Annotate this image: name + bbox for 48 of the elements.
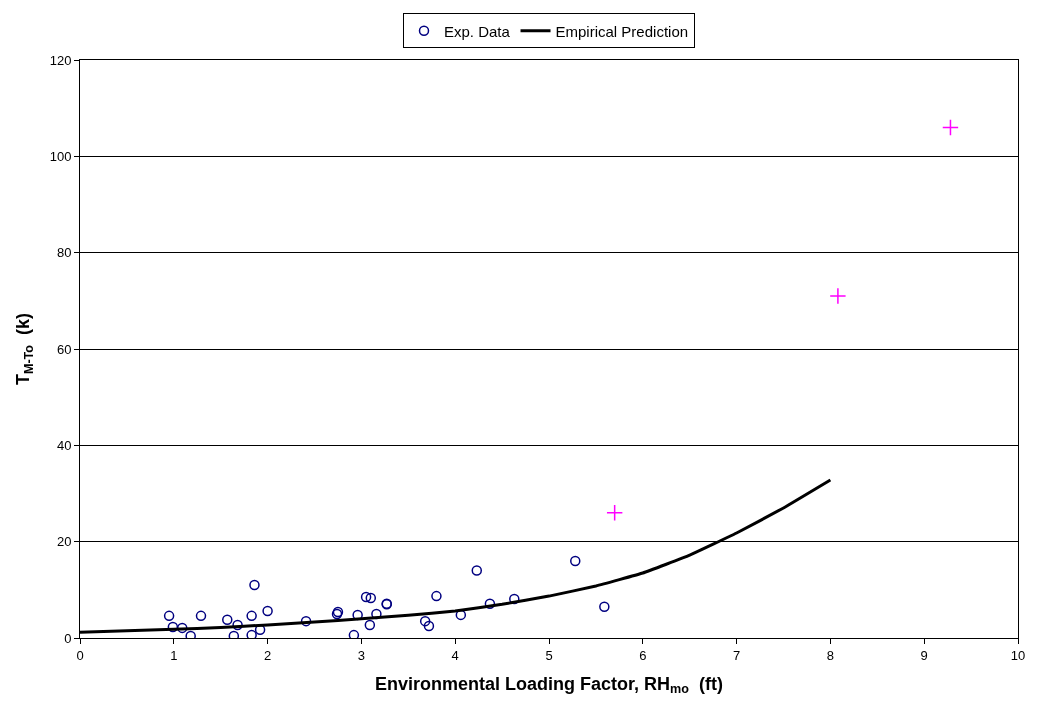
point: [262, 605, 273, 617]
y-tick-label: 0: [64, 630, 72, 646]
point: [606, 504, 624, 522]
x-axis-title: Environmental Loading Factor, RH$_{mo}$ (ft): [375, 673, 723, 697]
point: [570, 555, 581, 567]
x-tick-label: 2: [263, 647, 272, 663]
x-tick-label: 0: [76, 647, 84, 663]
y-tick-label: 40: [56, 437, 72, 453]
point: [471, 565, 483, 576]
point: [423, 620, 435, 632]
point: [348, 629, 360, 638]
y-tick-label: 20: [56, 534, 72, 550]
legend-label: Empirical Prediction: [555, 22, 689, 40]
point: [195, 610, 207, 622]
x-tick-label: 10: [1010, 647, 1026, 663]
x-tick-label: 6: [639, 647, 647, 663]
point: [364, 619, 376, 631]
y-tick-label: 80: [56, 245, 72, 261]
point: [365, 592, 377, 604]
point: [246, 610, 257, 622]
x-tick-label: 8: [826, 647, 835, 663]
point: [352, 609, 363, 621]
y-tick-label: 120: [49, 52, 72, 68]
point: [167, 621, 179, 633]
x-tick-label: 3: [357, 647, 366, 663]
x-tick-label: 4: [451, 647, 459, 663]
x-tick-label: 7: [732, 647, 741, 663]
point: [942, 118, 959, 136]
point: [176, 622, 188, 634]
x-tick-label: 5: [545, 647, 553, 663]
point: [509, 593, 520, 605]
point: [163, 610, 175, 622]
point: [419, 615, 431, 627]
legend-label: Exp. Data: [444, 22, 511, 40]
point: [431, 590, 442, 602]
point: [246, 629, 257, 638]
x-tick-label: 1: [170, 647, 178, 663]
point: [300, 615, 312, 627]
y-tick-label: 100: [49, 148, 72, 164]
point: [232, 619, 243, 631]
point: [360, 591, 372, 603]
point: [249, 579, 260, 591]
point: [829, 287, 847, 305]
x-tick-label: 9: [920, 647, 928, 663]
y-tick-label: 60: [56, 341, 72, 357]
point: [222, 614, 233, 625]
point: [484, 598, 496, 610]
point: [599, 601, 610, 612]
